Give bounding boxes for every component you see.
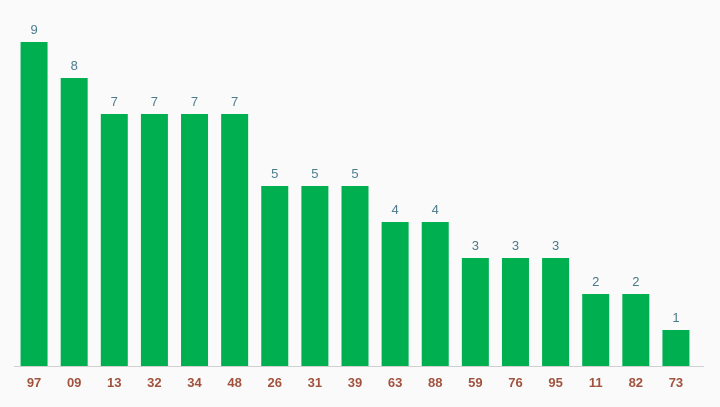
value-label-76: 3 — [512, 238, 519, 253]
tick-label-95: 95 — [548, 375, 562, 390]
tick-label-48: 48 — [227, 375, 241, 390]
value-label-31: 5 — [311, 166, 318, 181]
tick-label-11: 11 — [589, 375, 603, 390]
bar-59 — [461, 258, 489, 366]
bar-32 — [140, 114, 168, 366]
value-label-59: 3 — [472, 238, 479, 253]
value-label-09: 8 — [71, 58, 78, 73]
bar-34 — [181, 114, 209, 366]
value-label-95: 3 — [552, 238, 559, 253]
value-label-39: 5 — [351, 166, 358, 181]
bar-31 — [301, 186, 329, 366]
tick-label-97: 97 — [27, 375, 41, 390]
bar-39 — [341, 186, 369, 366]
tick-label-09: 09 — [67, 375, 81, 390]
tick-label-63: 63 — [388, 375, 402, 390]
value-label-88: 4 — [432, 202, 439, 217]
value-label-73: 1 — [672, 310, 679, 325]
bars-layer — [20, 42, 690, 366]
tick-label-59: 59 — [468, 375, 482, 390]
value-label-48: 7 — [231, 94, 238, 109]
tick-label-31: 31 — [308, 375, 322, 390]
tick-label-76: 76 — [508, 375, 522, 390]
x-axis-tick-labels: 97 09 13 32 34 48 26 31 39 63 88 59 76 95 11 82 73 — [27, 375, 683, 390]
bar-76 — [501, 258, 529, 366]
tick-label-88: 88 — [428, 375, 442, 390]
tick-label-13: 13 — [107, 375, 121, 390]
bar-26 — [261, 186, 289, 366]
value-label-34: 7 — [191, 94, 198, 109]
value-label-32: 7 — [151, 94, 158, 109]
tick-label-73: 73 — [669, 375, 683, 390]
tick-label-82: 82 — [629, 375, 643, 390]
bar-73 — [662, 330, 690, 366]
tick-label-26: 26 — [268, 375, 282, 390]
value-label-82: 2 — [632, 274, 639, 289]
bar-82 — [622, 294, 650, 366]
value-label-63: 4 — [392, 202, 399, 217]
bar-63 — [381, 222, 409, 366]
bar-09 — [60, 78, 88, 366]
value-label-13: 7 — [111, 94, 118, 109]
tick-label-32: 32 — [147, 375, 161, 390]
value-label-97: 9 — [30, 22, 37, 37]
tick-label-39: 39 — [348, 375, 362, 390]
bar-48 — [221, 114, 249, 366]
bar-97 — [20, 42, 48, 366]
bar-88 — [421, 222, 449, 366]
bar-95 — [542, 258, 570, 366]
bar-11 — [582, 294, 610, 366]
value-label-26: 5 — [271, 166, 278, 181]
value-labels-layer: 9 8 7 7 7 7 5 5 5 4 4 3 3 3 2 2 1 — [30, 22, 679, 325]
bar-13 — [100, 114, 128, 366]
value-label-11: 2 — [592, 274, 599, 289]
tick-label-34: 34 — [187, 375, 202, 390]
